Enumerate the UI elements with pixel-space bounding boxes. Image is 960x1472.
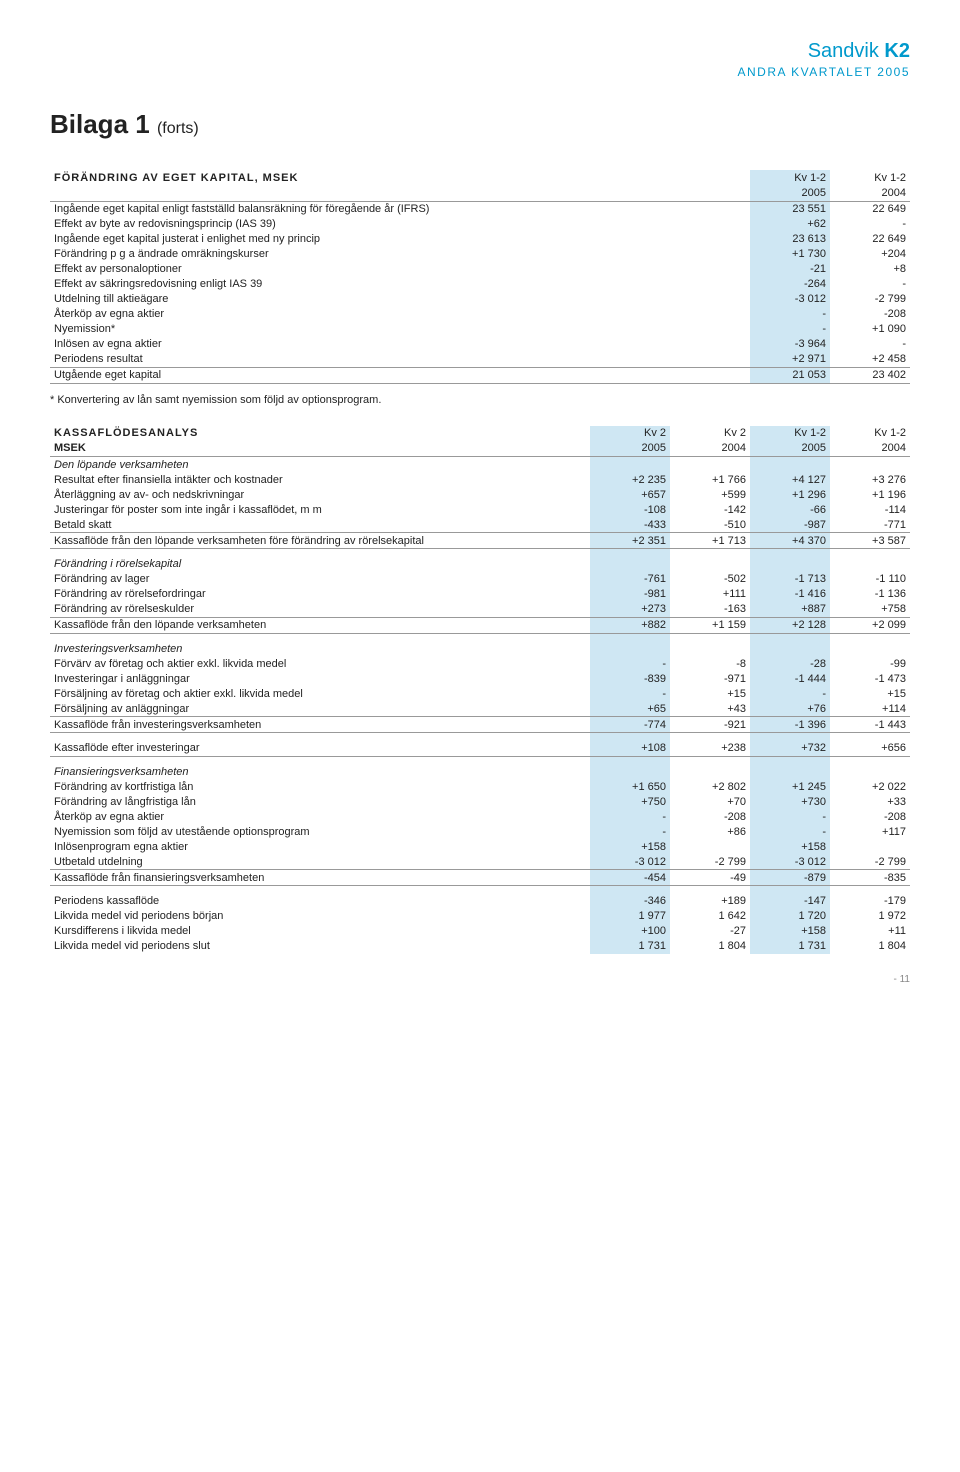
table1-footnote: * Konvertering av lån samt nyemission so… [50,394,910,406]
page-number: - 11 [50,974,910,985]
brand-name: Sandvik K2 [50,40,910,63]
page-title: Bilaga 1 (forts) [50,109,910,140]
brand-name-1: Sandvik [808,40,879,62]
brand-subtitle: ANDRA KVARTALET 2005 [50,65,910,79]
brand-name-2: K2 [884,40,910,62]
equity-change-table: FÖRÄNDRING AV EGET KAPITAL, MSEKKv 1-2Kv… [50,170,910,384]
table1-title: FÖRÄNDRING AV EGET KAPITAL, MSEK [54,172,298,184]
cashflow-table: KASSAFLÖDESANALYSKv 2Kv 2Kv 1-2Kv 1-2MSE… [50,426,910,954]
page-title-suffix: (forts) [157,120,199,137]
brand-header: Sandvik K2 ANDRA KVARTALET 2005 [50,40,910,79]
table2-title: KASSAFLÖDESANALYS [54,427,198,439]
page-title-main: Bilaga 1 [50,109,150,139]
